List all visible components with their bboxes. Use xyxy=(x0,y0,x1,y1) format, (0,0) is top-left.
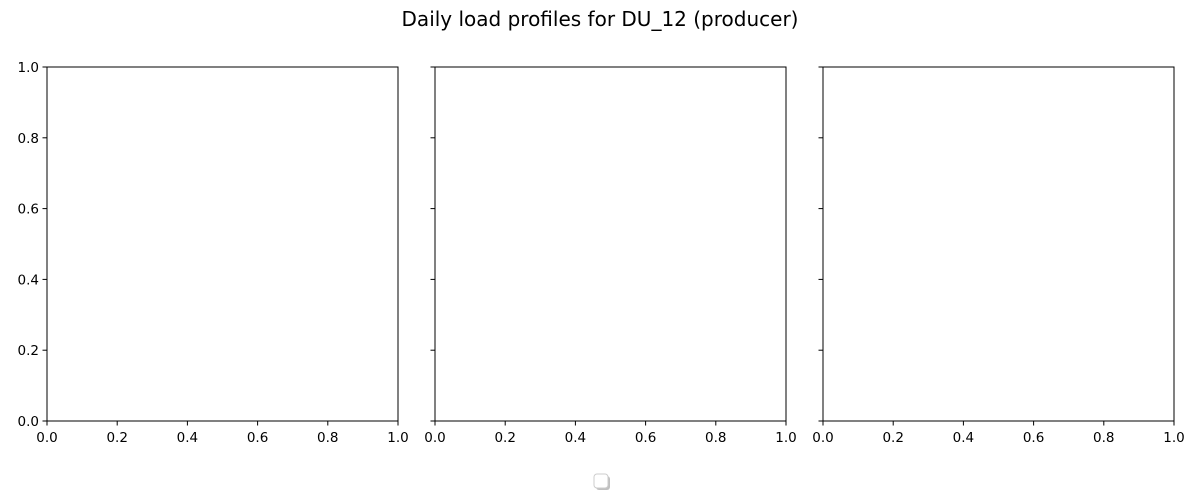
y-tick-label: 1.0 xyxy=(18,60,39,76)
axes-frame xyxy=(822,66,1175,422)
x-tick-label: 0.2 xyxy=(494,430,515,446)
y-tick-label: 0.6 xyxy=(18,202,39,218)
x-tick-label: 0.6 xyxy=(1023,430,1044,446)
legend xyxy=(593,473,610,490)
x-tick-label: 0.6 xyxy=(247,430,268,446)
x-tick-label: 0.8 xyxy=(705,430,726,446)
y-tick-label: 0.4 xyxy=(18,272,39,288)
axes-frame xyxy=(434,66,787,422)
y-tick-label: 0.8 xyxy=(18,131,39,147)
x-tick-label: 1.0 xyxy=(1163,430,1184,446)
legend-frame xyxy=(593,473,609,489)
axes-panel-2: 0.0 0.2 0.4 0.6 0.8 1.0 xyxy=(424,66,797,446)
x-tick-label: 1.0 xyxy=(387,430,408,446)
y-tick-label: 0.0 xyxy=(18,414,39,430)
x-tick-label: 1.0 xyxy=(775,430,796,446)
x-tick-label: 0.0 xyxy=(812,430,833,446)
axes-panel-3: 0.0 0.2 0.4 0.6 0.8 1.0 xyxy=(812,66,1185,446)
x-tick-label: 0.0 xyxy=(36,430,57,446)
x-tick-label: 0.0 xyxy=(424,430,445,446)
panels-layer: 0.0 0.2 0.4 0.6 0.8 1.00.00.20.40.60.81.00.0 0… xyxy=(18,60,1185,446)
x-tick-label: 0.4 xyxy=(565,430,586,446)
x-tick-label: 0.4 xyxy=(953,430,974,446)
x-tick-label: 0.2 xyxy=(882,430,903,446)
x-tick-label: 0.8 xyxy=(317,430,338,446)
chart-title: Daily load profiles for DU_12 (producer) xyxy=(402,7,799,31)
x-tick-label: 0.2 xyxy=(106,430,127,446)
axes-frame xyxy=(46,66,399,422)
axes-panel-1: 0.0 0.2 0.4 0.6 0.8 1.0 0.0 0.2 0.4 0.6 0.8 1.0 xyxy=(18,60,409,446)
x-tick-label: 0.4 xyxy=(177,430,198,446)
x-tick-label: 0.8 xyxy=(1093,430,1114,446)
x-tick-label: 0.6 xyxy=(635,430,656,446)
y-tick-label: 0.2 xyxy=(18,343,39,359)
